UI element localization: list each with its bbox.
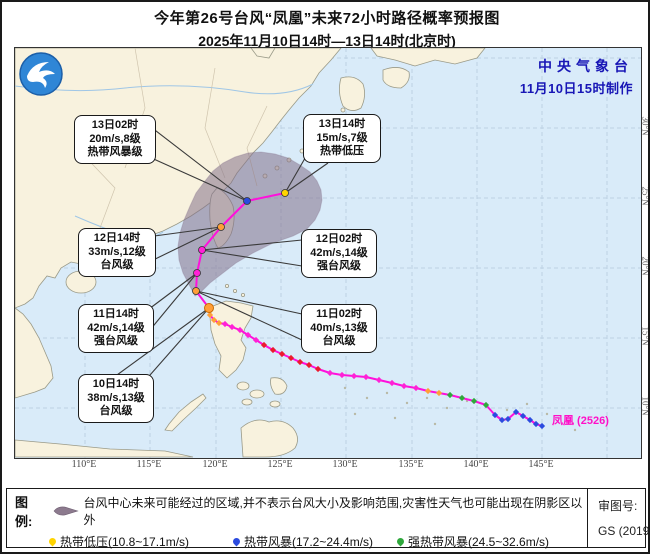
callout-wind: 33m/s,12级 (88, 245, 146, 258)
page-title: 今年第26号台风“凤凰”未来72小时路径概率预报图 (154, 10, 500, 27)
island (249, 389, 265, 399)
callout-wind: 15m/s,7级 (316, 131, 368, 144)
legend-item-sts: 强热带风暴(24.5~32.6m/s) (395, 532, 587, 550)
lon-tick-label: 125°E (267, 459, 293, 470)
callout-time: 13日14时 (318, 118, 366, 130)
lat-tick-label: 15°N (640, 326, 650, 346)
maker-agency: 中央气象台 (538, 58, 633, 74)
callout-category: 热带低压 (320, 145, 364, 157)
legend-items: 热带低压(10.8~17.1m/s) 热带风暴(17.2~24.4m/s) 强热… (47, 532, 587, 552)
approval-box: 审图号: GS (2019) 3082号 (587, 489, 650, 547)
approval-title: 审图号: (598, 499, 638, 513)
page-subtitle: 2025年11月10日14时—13日14时(北京时) (198, 33, 456, 49)
legend-item-suty: 超强台风(≥51m/s) (397, 550, 587, 552)
ts-dot-icon (231, 536, 242, 546)
callout-wind: 38m/s,13级 (87, 391, 145, 404)
callout-time: 13日02时 (91, 119, 139, 131)
land-samar (270, 377, 288, 395)
maker-time: 11月10日15时制作 (519, 81, 633, 96)
probability-cone (177, 151, 323, 297)
land-honshu (370, 48, 486, 67)
callout-wind: 40m/s,13级 (310, 321, 368, 334)
legend-box: 图例: 台风中心未来可能经过的区域,并不表示台风大小及影响范围,灾害性天气也可能… (6, 488, 648, 549)
callout-wind: 20m/s,8级 (89, 132, 141, 145)
callout-time: 12日14时 (93, 232, 141, 244)
forecast-callout-13d02: 13日02时 20m/s,8级 热带风暴级 (74, 115, 156, 164)
island (236, 381, 250, 391)
legend-note: 台风中心未来可能经过的区域,并不表示台风大小及影响范围,灾害性天气也可能出现在阴… (83, 496, 583, 527)
callout-wind: 42m/s,14级 (87, 321, 145, 334)
maker-credit: 中央气象台 11月10日15时制作 (520, 56, 633, 97)
legend-title: 图例: (15, 495, 33, 529)
legend-content: 图例: 台风中心未来可能经过的区域,并不表示台风大小及影响范围,灾害性天气也可能… (7, 489, 587, 549)
lon-tick-label: 115°E (136, 459, 162, 470)
callout-category: 台风级 (100, 259, 134, 271)
lat-tick-label: 30°N (640, 116, 650, 136)
land-kyushu (339, 76, 365, 111)
land-vietnam (15, 307, 54, 399)
approval-number: GS (2019) 3082号 (598, 524, 650, 538)
land-mindanao (240, 419, 298, 458)
callout-time: 10日14时 (92, 378, 140, 390)
cone-icon (53, 506, 79, 516)
callout-leader-lines (116, 123, 329, 384)
island (269, 400, 281, 408)
island (241, 398, 253, 406)
cma-logo (19, 52, 63, 96)
lat-tick-label: 25°N (640, 186, 650, 206)
legend-item-td: 热带低压(10.8~17.1m/s) (47, 532, 233, 550)
callout-category: 台风级 (99, 405, 133, 417)
babuyan-islands (224, 283, 245, 297)
logo-swirl (27, 62, 55, 88)
forecast-callout-12d14: 12日14时 33m/s,12级 台风级 (78, 228, 156, 277)
callout-time: 11日14时 (93, 308, 139, 320)
callout-category: 热带风暴级 (87, 146, 143, 158)
lon-tick-label: 140°E (463, 459, 489, 470)
forecast-callout-10d14: 10日14时 38m/s,13级 台风级 (78, 374, 154, 423)
header: 今年第26号台风“凤凰”未来72小时路径概率预报图 2025年11月10日14时… (2, 2, 648, 51)
callout-time: 12日02时 (315, 233, 363, 245)
lon-tick-label: 130°E (332, 459, 358, 470)
land-palawan (164, 393, 207, 432)
storm-name-label: 凤凰 (2526) (552, 415, 609, 427)
lon-tick-label: 135°E (398, 459, 424, 470)
legend-item-ty: 台风(32.7~41.4m/s) (49, 550, 233, 552)
legend-item-sty: 强台风(41.5~50.9m/s) (233, 550, 397, 552)
callout-category: 强台风级 (94, 335, 138, 347)
callout-category: 强台风级 (317, 260, 361, 272)
lat-tick-label: 20°N (640, 256, 650, 276)
lon-tick-label: 120°E (202, 459, 228, 470)
land-shikoku (382, 67, 410, 89)
lon-tick-label: 145°E (528, 459, 554, 470)
legend-item-ts: 热带风暴(17.2~24.4m/s) (231, 532, 397, 550)
typhoon-track (192, 189, 546, 430)
micronesia-islets (343, 386, 577, 432)
forecast-callout-11d14: 11日14时 42m/s,14级 强台风级 (78, 304, 154, 353)
callout-wind: 42m/s,14级 (310, 246, 368, 259)
forecast-callout-11d02: 11日02时 40m/s,13级 台风级 (301, 304, 377, 353)
lon-tick-label: 110°E (71, 459, 97, 470)
sts-dot-icon (395, 536, 406, 546)
callout-category: 台风级 (322, 335, 356, 347)
land-korea (250, 48, 276, 59)
land-luzon (209, 300, 254, 379)
callout-time: 11日02时 (316, 308, 362, 320)
td-dot-icon (47, 536, 58, 546)
land-borneo (15, 439, 194, 458)
forecast-callout-13d14: 13日14时 15m/s,7级 热带低压 (303, 114, 381, 163)
forecast-callout-12d02: 12日02时 42m/s,14级 强台风级 (301, 229, 377, 278)
lat-tick-label: 10°N (640, 396, 650, 416)
